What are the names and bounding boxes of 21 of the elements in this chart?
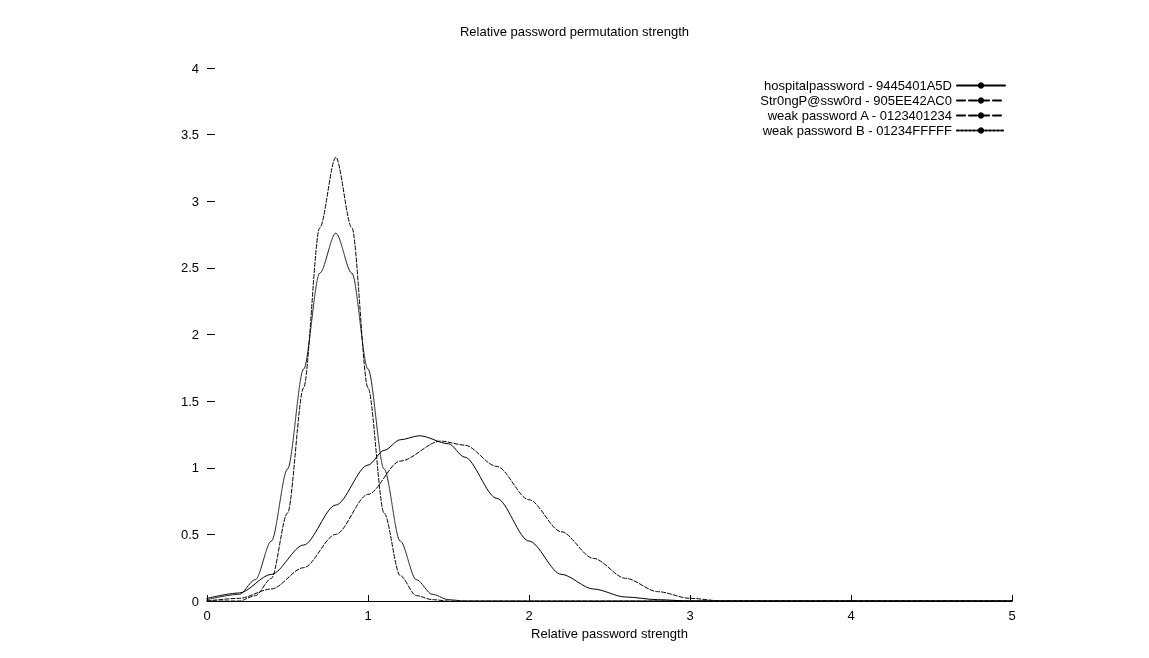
x-tick-label: 3 — [686, 608, 694, 623]
x-tick-label: 5 — [1008, 608, 1016, 623]
x-tick-label: 0 — [203, 608, 211, 623]
y-tick-label: 1 — [191, 460, 199, 476]
y-tick-label: 0 — [191, 593, 199, 609]
chart-title: Relative password permutation strength — [459, 24, 690, 39]
legend-label: weak password B - 01234FFFFF — [761, 123, 953, 138]
y-tick-label: 4 — [191, 60, 199, 76]
x-tick-label: 2 — [525, 608, 533, 623]
x-tick-label: 4 — [847, 608, 855, 623]
x-tick-label: 1 — [364, 608, 372, 623]
legend-label: weak password A - 0123401234 — [766, 108, 952, 123]
x-axis-title: Relative password strength — [531, 625, 688, 641]
y-tick-label: 3.5 — [180, 127, 199, 143]
y-tick-label: 2.5 — [180, 260, 199, 276]
y-tick-label: 1.5 — [180, 393, 199, 409]
y-tick-label: 3 — [191, 193, 199, 209]
y-tick-label: 2 — [191, 327, 199, 342]
legend-label: hospitalpassword - 9445401A5D — [764, 78, 952, 93]
legend-label: Str0ngP@ssw0rd - 905EE42AC0 — [760, 93, 952, 108]
y-tick-label: 0.5 — [180, 526, 199, 542]
